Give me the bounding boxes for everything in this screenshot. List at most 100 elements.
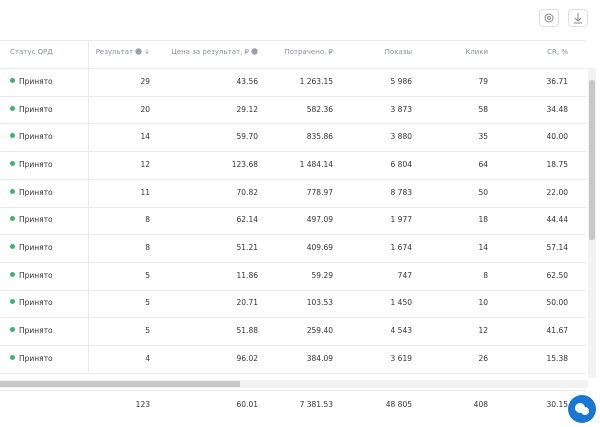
cell-text: 59.29 <box>311 270 333 280</box>
cell: 29 <box>140 77 150 87</box>
cell: 20 <box>140 105 150 115</box>
cell-text: 5 <box>145 326 150 336</box>
status-cell: Принято <box>10 298 53 308</box>
cell: 44.44 <box>547 215 568 225</box>
cell-text: Принято <box>19 353 53 363</box>
cell: 384.09 <box>307 354 333 364</box>
horizontal-scrollbar[interactable] <box>0 380 588 388</box>
vertical-scrollbar[interactable] <box>588 68 596 378</box>
status-dot <box>10 299 15 305</box>
cell-text: 35 <box>478 132 488 142</box>
cell: 3 619 <box>391 354 412 364</box>
cell-text: 12 <box>140 159 150 169</box>
cell: 20.71 <box>237 298 258 308</box>
cell-text: 7 381.53 <box>299 400 333 409</box>
row-border <box>0 317 586 319</box>
status-dot <box>10 77 15 83</box>
cell-text: 103.53 <box>306 298 333 308</box>
cell: 50.00 <box>547 298 568 308</box>
cell-text: CR, % <box>547 48 568 56</box>
cell: 12 <box>478 326 488 336</box>
cell-text: Потрачено, ₽ <box>284 48 333 56</box>
cell-text: Принято <box>19 104 53 114</box>
cell: 582.36 <box>307 105 333 115</box>
cell: 18 <box>478 215 488 225</box>
cell-text: 384.09 <box>306 353 333 363</box>
cell: 103.53 <box>307 298 333 308</box>
cell-text: 34.48 <box>546 104 568 114</box>
column-header[interactable]: CR, % <box>547 47 568 57</box>
cell-text: 36.71 <box>546 76 568 86</box>
download-button[interactable] <box>568 9 588 27</box>
cell-text: 8 <box>145 215 150 225</box>
cell-text: 11 <box>140 187 150 197</box>
cell-text: Статус ОРД <box>10 48 53 56</box>
cell: 96.02 <box>237 354 258 364</box>
cell: 3 880 <box>391 132 412 142</box>
cell-text: 26 <box>478 353 488 363</box>
column-header[interactable]: Цена за результат, ₽ <box>171 47 258 57</box>
cell: 29.12 <box>237 105 258 115</box>
cell-text: Клики <box>465 48 488 56</box>
cell-text: 3 880 <box>390 132 412 142</box>
cell: 10 <box>478 298 488 308</box>
cell-text: 3 873 <box>390 104 412 114</box>
cell-text: 96.02 <box>236 353 258 363</box>
cell: 8 <box>145 215 150 225</box>
cell-text: 1 484.14 <box>299 159 333 169</box>
cell: 22.00 <box>547 188 568 198</box>
info-icon <box>135 48 142 55</box>
cell-text: 6 804 <box>390 159 412 169</box>
cell-text: 22.00 <box>546 187 568 197</box>
total-cell: 60.01 <box>237 400 258 410</box>
total-cell: 123 <box>136 400 150 410</box>
cell: 259.40 <box>307 326 333 336</box>
column-header[interactable]: Клики <box>465 47 488 57</box>
column-header[interactable]: Показы <box>385 47 412 57</box>
cell: 4 <box>145 354 150 364</box>
cell-text: 29.12 <box>236 104 258 114</box>
status-dot <box>10 133 15 139</box>
status-cell: Принято <box>10 326 53 336</box>
cell-text: 1 263.15 <box>299 76 333 86</box>
column-header[interactable]: Потрачено, ₽ <box>284 47 333 57</box>
cell: 1 977 <box>391 215 412 225</box>
status-cell: Принято <box>10 188 53 198</box>
cell: 3 873 <box>391 105 412 115</box>
cell: 123.68 <box>232 160 258 170</box>
cell: 747 <box>398 271 412 281</box>
cell-text: 18 <box>478 215 488 225</box>
row-border <box>0 206 586 208</box>
cell-text: 8 <box>145 243 150 253</box>
column-header[interactable]: Результат ↓ <box>96 47 150 57</box>
cell: 1 263.15 <box>300 77 333 87</box>
cell-text: 51.21 <box>236 243 258 253</box>
cell: 58 <box>478 105 488 115</box>
column-divider <box>88 40 89 372</box>
cell-text: 3 619 <box>390 353 412 363</box>
chat-icon <box>575 403 589 415</box>
cell-text: 1 674 <box>390 243 412 253</box>
cell-text: 62.50 <box>546 270 568 280</box>
cell-text: 48 805 <box>385 400 412 409</box>
cell: 79 <box>478 77 488 87</box>
gear-icon <box>544 13 554 23</box>
column-header[interactable]: Статус ОРД <box>10 47 53 57</box>
cell-text: 64 <box>478 159 488 169</box>
row-border <box>0 95 586 97</box>
cell: 41.67 <box>547 326 568 336</box>
status-dot <box>10 244 15 250</box>
chat-button[interactable] <box>568 395 596 423</box>
status-dot <box>10 188 15 194</box>
sort-icon[interactable]: ↓ <box>144 48 150 56</box>
cell-text: 29 <box>140 76 150 86</box>
cell-text: Принято <box>19 215 53 225</box>
cell-text: 20.71 <box>236 298 258 308</box>
cell: 5 <box>145 326 150 336</box>
cell: 6 804 <box>391 160 412 170</box>
cell: 8 <box>145 243 150 253</box>
status-dot <box>10 216 15 222</box>
cell: 1 450 <box>391 298 412 308</box>
settings-button[interactable] <box>539 9 559 27</box>
